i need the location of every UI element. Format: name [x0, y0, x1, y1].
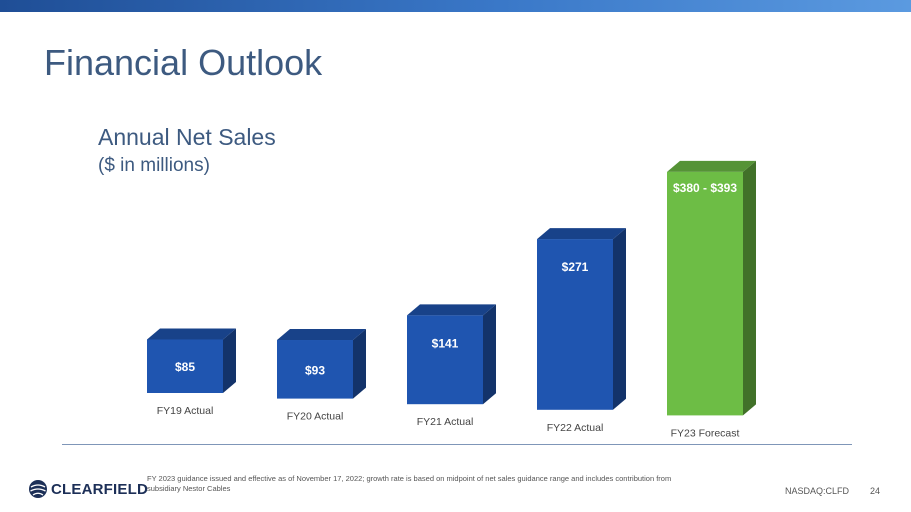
bar-side-1	[223, 328, 236, 393]
bar-side-5	[743, 160, 756, 416]
top-accent-bar	[0, 0, 911, 12]
bar-2	[277, 340, 353, 399]
bar-side-2	[353, 329, 366, 399]
bar-top-2	[277, 329, 366, 341]
bar-4	[537, 239, 613, 410]
category-label-3: FY21 Actual	[417, 416, 474, 428]
bar-1	[147, 339, 223, 393]
bar-top-4	[537, 228, 626, 240]
footnote: FY 2023 guidance issued and effective as…	[147, 474, 672, 493]
category-label-4: FY22 Actual	[547, 422, 604, 434]
bar-side-4	[613, 228, 626, 410]
category-label-2: FY20 Actual	[287, 411, 344, 423]
page-number: 24	[870, 486, 881, 496]
category-label-5: FY23 Forecast	[671, 427, 740, 439]
bar-3	[407, 315, 483, 405]
bar-value-label-2: $93	[305, 363, 325, 377]
divider	[62, 444, 852, 445]
category-label-1: FY19 Actual	[157, 405, 214, 417]
ticker-symbol: NASDAQ:CLFD	[785, 486, 850, 496]
bar-value-label-4: $271	[562, 260, 589, 274]
company-name: CLEARFIELD	[51, 480, 148, 498]
globe-icon	[29, 480, 47, 498]
bar-top-5	[667, 160, 756, 172]
bar-value-label-3: $141	[432, 336, 459, 350]
bar-value-label-1: $85	[175, 360, 195, 374]
bar-top-1	[147, 328, 236, 340]
bar-top-3	[407, 304, 496, 316]
bar-side-3	[483, 304, 496, 405]
bar-5	[667, 171, 743, 416]
chart-subtitle: ($ in millions)	[98, 155, 210, 176]
bar-value-label-5: $380 - $393	[673, 181, 737, 195]
page-title: Financial Outlook	[44, 42, 323, 83]
chart-title: Annual Net Sales	[98, 124, 276, 150]
company-logo: CLEARFIELD	[28, 479, 148, 499]
